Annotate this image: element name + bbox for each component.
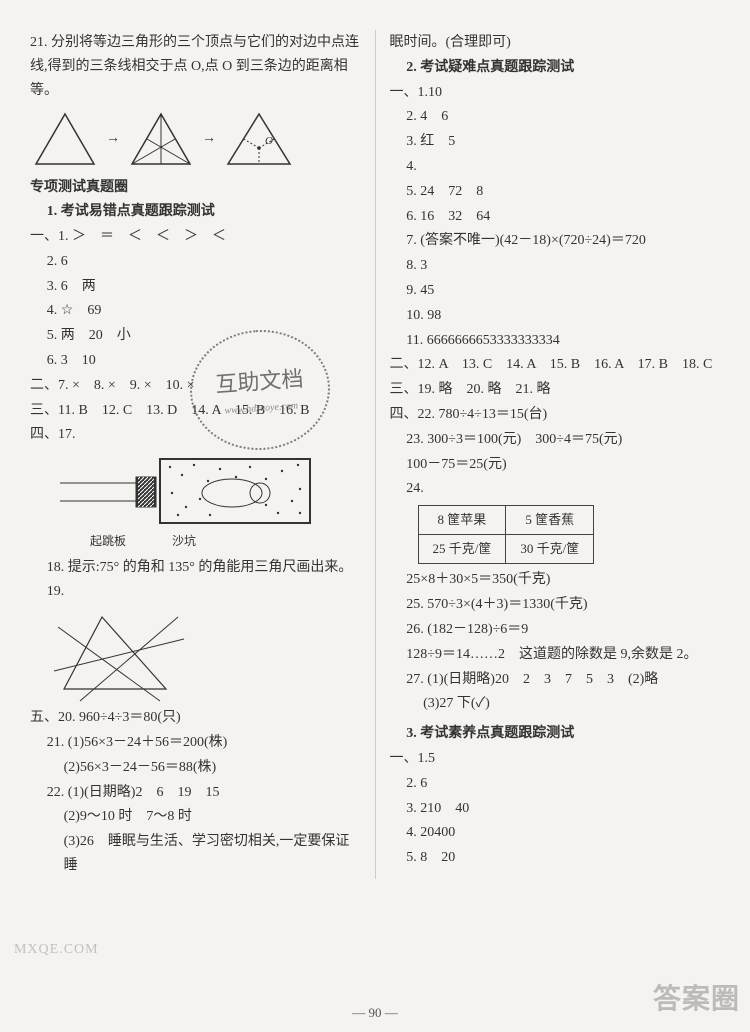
- test2-title: 2. 考试疑难点真题跟踪测试: [390, 56, 721, 80]
- r8: 8. 3: [390, 254, 721, 278]
- r9: 9. 45: [390, 279, 721, 303]
- label: 一、1.: [390, 85, 429, 100]
- r-three: 三、19. 略 20. 略 21. 略: [390, 378, 721, 402]
- row-22-2: (2)9～10 时 7～8 时: [30, 805, 361, 829]
- r27b: (3)27 下(✓): [390, 692, 721, 716]
- row-1-6: 6. 3 10: [30, 349, 361, 373]
- r24-calc: 25×8＋30×5＝350(千克): [390, 568, 721, 592]
- r7: 7. (答案不唯一)(42－18)×(720÷24)＝720: [390, 229, 721, 253]
- takeoff-board-label: 起跳板: [90, 531, 126, 551]
- r27a: 27. (1)(日期略)20 2 3 7 5 3 (2)略: [390, 668, 721, 692]
- row-1-4: 4. ☆ 69: [30, 299, 361, 323]
- cont-line: 眠时间。(合理即可): [390, 31, 721, 55]
- cell: 5 筐香蕉: [506, 506, 594, 535]
- r23a: 23. 300÷3＝100(元) 300÷4＝75(元): [390, 428, 721, 452]
- test3-title: 3. 考试素养点真题跟踪测试: [390, 722, 721, 746]
- sandpit-diagram: 起跳板 沙坑: [60, 453, 361, 551]
- r2: 2. 4 6: [390, 105, 721, 129]
- label: 一、1.: [390, 751, 429, 766]
- table-row: 25 千克/筐 30 千克/筐: [418, 535, 594, 564]
- q19-sketch-icon: [50, 605, 190, 705]
- row-22-1: 22. (1)(日期略)2 6 19 15: [30, 781, 361, 805]
- page-number-value: 90: [369, 1005, 382, 1020]
- row-3: 三、11. B 12. C 13. D 14. A 15. B 16. B: [30, 399, 361, 423]
- r11: 11. 6666666653333333334: [390, 329, 721, 353]
- page-number: — 90 —: [0, 1002, 750, 1024]
- watermark-bottom-left: MXQE.COM: [14, 938, 99, 962]
- fruit-table: 8 筐苹果 5 筐香蕉 25 千克/筐 30 千克/筐: [418, 505, 595, 564]
- s5: 5. 8 20: [390, 846, 721, 870]
- row-5-20: 五、20. 960÷4÷3＝80(只): [30, 706, 361, 730]
- row-21-2: (2)56×3－24－56＝88(株): [30, 756, 361, 780]
- row-18: 18. 提示:75° 的角和 135° 的角能用三角尺画出来。: [30, 556, 361, 580]
- svg-text:O: O: [265, 135, 273, 147]
- arrow-icon: →: [106, 127, 120, 151]
- r23b: 100－75＝25(元): [390, 453, 721, 477]
- r26a: 26. (182－128)÷6＝9: [390, 618, 721, 642]
- triangle-medians-icon: [126, 108, 196, 170]
- page: 21. 分别将等边三角形的三个顶点与它们的对边中点连线,得到的三条线相交于点 O…: [0, 0, 750, 899]
- s2: 2. 6: [390, 772, 721, 796]
- r4: 4.: [390, 155, 721, 179]
- s4: 4. 20400: [390, 821, 721, 845]
- column-divider: [375, 30, 376, 879]
- label: 一、1.: [30, 229, 69, 244]
- r5: 5. 24 72 8: [390, 180, 721, 204]
- r26b: 128÷9＝14……2 这道题的除数是 9,余数是 2。: [390, 643, 721, 667]
- row-19-label: 19.: [30, 580, 361, 604]
- arrow-icon: →: [202, 127, 216, 151]
- left-column: 21. 分别将等边三角形的三个顶点与它们的对边中点连线,得到的三条线相交于点 O…: [20, 30, 371, 879]
- val: 5: [428, 751, 435, 766]
- s1: 一、1.5: [390, 747, 721, 771]
- row-22-3: (3)26 睡眠与生活、学习密切相关,一定要保证睡: [30, 830, 361, 878]
- s3: 3. 210 40: [390, 797, 721, 821]
- triangle-center-icon: O: [222, 108, 296, 170]
- r-four22: 四、22. 780÷4÷13＝15(台): [390, 403, 721, 427]
- sandpit-label: 沙坑: [172, 531, 196, 551]
- r3: 3. 红 5: [390, 130, 721, 154]
- row-1-3: 3. 6 两: [30, 275, 361, 299]
- r25: 25. 570÷3×(4＋3)＝1330(千克): [390, 593, 721, 617]
- r1: 一、1.10: [390, 81, 721, 105]
- row-2: 二、7. × 8. × 9. × 10. ×: [30, 374, 361, 398]
- r10: 10. 98: [390, 304, 721, 328]
- right-column: 眠时间。(合理即可) 2. 考试疑难点真题跟踪测试 一、1.10 2. 4 6 …: [380, 30, 731, 879]
- val: 10: [428, 85, 442, 100]
- q21-text: 21. 分别将等边三角形的三个顶点与它们的对边中点连线,得到的三条线相交于点 O…: [30, 31, 361, 102]
- test1-title: 1. 考试易错点真题跟踪测试: [30, 200, 361, 224]
- cell: 25 千克/筐: [418, 535, 506, 564]
- row-1-2: 2. 6: [30, 250, 361, 274]
- vals: ＞ ＝ ＜ ＜ ＞ ＜: [72, 229, 226, 244]
- triangle-diagram-row: → → O: [30, 108, 361, 170]
- row-21-1: 21. (1)56×3－24＋56＝200(株): [30, 731, 361, 755]
- section-header: 专项测试真题圈: [30, 176, 361, 200]
- r6: 6. 16 32 64: [390, 205, 721, 229]
- row-1-5: 5. 两 20 小: [30, 324, 361, 348]
- cell: 8 筐苹果: [418, 506, 506, 535]
- row-1-1: 一、1. ＞ ＝ ＜ ＜ ＞ ＜: [30, 225, 361, 249]
- row-4-label: 四、17.: [30, 423, 361, 447]
- r24-label: 24.: [390, 477, 721, 501]
- triangle-plain-icon: [30, 108, 100, 170]
- cell: 30 千克/筐: [506, 535, 594, 564]
- r-two: 二、12. A 13. C 14. A 15. B 16. A 17. B 18…: [390, 353, 721, 377]
- table-row: 8 筐苹果 5 筐香蕉: [418, 506, 594, 535]
